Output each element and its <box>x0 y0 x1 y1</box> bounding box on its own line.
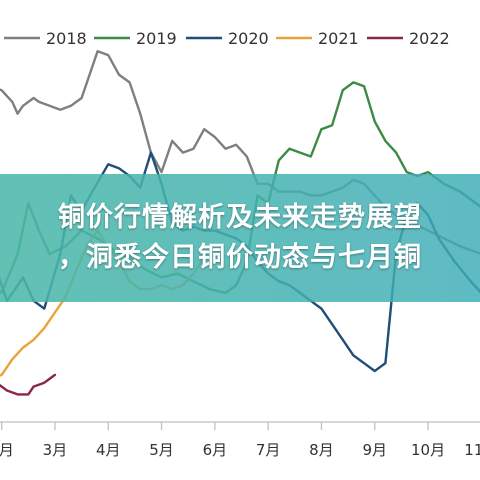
legend-label-2018: 2018 <box>46 29 87 48</box>
x-axis-ticks: 2月 3月 4月 5月 6月 7月 8月 9月 10月 11月 <box>0 422 480 459</box>
x-tick-label: 2月 <box>0 441 14 459</box>
x-tick-label: 5月 <box>149 441 174 459</box>
x-tick-label: 10月 <box>411 441 445 459</box>
x-tick-label: 6月 <box>203 441 228 459</box>
series-line-2022 <box>0 373 57 396</box>
title-banner: 铜价行情解析及未来走势展望 ，洞悉今日铜价动态与七月铜 <box>0 174 480 302</box>
x-tick-label: 3月 <box>43 441 68 459</box>
legend-label-2019: 2019 <box>136 29 177 48</box>
legend-label-2020: 2020 <box>228 29 269 48</box>
x-tick-label: 11月 <box>464 441 480 459</box>
chart-legend: 2018 2019 2020 2021 2022 <box>4 29 450 48</box>
banner-title-line-2: ，洞悉今日铜价动态与七月铜 <box>58 242 422 273</box>
legend-label-2021: 2021 <box>318 29 359 48</box>
banner-title-line-1: 铜价行情解析及未来走势展望 <box>58 202 422 233</box>
legend-label-2022: 2022 <box>409 29 450 48</box>
x-tick-label: 9月 <box>362 441 387 459</box>
x-tick-label: 4月 <box>96 441 121 459</box>
x-tick-label: 7月 <box>256 441 281 459</box>
x-tick-label: 8月 <box>309 441 334 459</box>
